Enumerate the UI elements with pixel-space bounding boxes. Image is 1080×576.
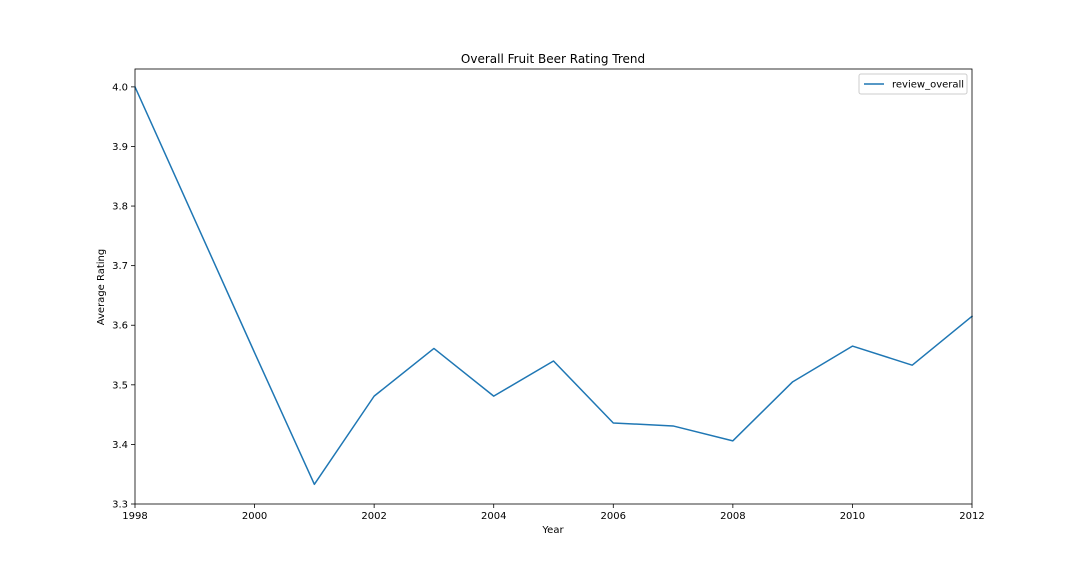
- data-point-2005: [552, 359, 555, 362]
- y-tick-label-3.5: 3.5: [112, 380, 128, 391]
- axes-frame: [134, 68, 973, 505]
- legend-label-review-overall: review_overall: [892, 80, 964, 91]
- legend-box: [858, 73, 968, 95]
- data-point-2000: [253, 351, 256, 354]
- y-axis-label: Average Rating: [96, 249, 107, 325]
- data-point-2003: [432, 347, 435, 350]
- y-tick-label-3.3: 3.3: [112, 500, 128, 511]
- x-tick-label-2002: 2002: [361, 511, 386, 522]
- y-tick-label-3.4: 3.4: [112, 440, 128, 451]
- data-point-2010: [851, 345, 854, 348]
- y-tick-label-3.6: 3.6: [112, 321, 128, 332]
- legend: review_overall: [858, 73, 968, 95]
- plot-area: 1998 2000 2002 2004 2006 2008 2010 2012 3.3 3.4 3.…: [112, 68, 985, 522]
- x-tick-label-2006: 2006: [601, 511, 626, 522]
- chart-title: Overall Fruit Beer Rating Trend: [461, 52, 645, 66]
- data-point-2002: [373, 395, 376, 398]
- data-point-2001: [313, 483, 316, 486]
- y-tick-label-3.8: 3.8: [112, 202, 128, 213]
- x-axis-label: Year: [541, 525, 564, 536]
- data-point-2008: [731, 439, 734, 442]
- data-point-2006: [612, 421, 615, 424]
- x-tick-label-2012: 2012: [959, 511, 984, 522]
- x-tick-label-2008: 2008: [720, 511, 745, 522]
- x-tick-label-2004: 2004: [481, 511, 506, 522]
- y-tick-label-4.0: 4.0: [112, 82, 128, 93]
- data-point-1999: [193, 218, 196, 221]
- data-point-2004: [492, 395, 495, 398]
- data-point-2007: [672, 424, 675, 427]
- x-tick-label-2010: 2010: [840, 511, 865, 522]
- x-tick-label-1998: 1998: [122, 511, 147, 522]
- y-tick-label-3.9: 3.9: [112, 142, 128, 153]
- y-tick-label-3.7: 3.7: [112, 261, 128, 272]
- data-point-2011: [911, 364, 914, 367]
- data-point-2009: [791, 380, 794, 383]
- x-tick-label-2000: 2000: [242, 511, 267, 522]
- series-line-review-overall: [134, 85, 974, 486]
